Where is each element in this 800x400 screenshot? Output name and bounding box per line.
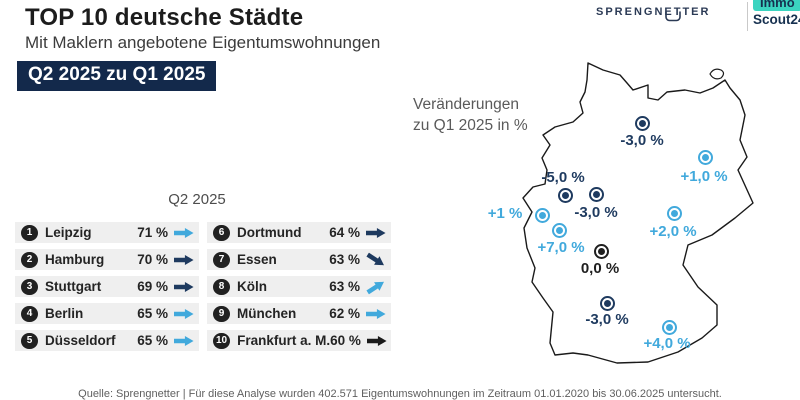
map-marker-dortmund	[589, 187, 604, 202]
map-marker-koeln	[552, 223, 567, 238]
period-label: Q2 2025	[168, 191, 226, 208]
city-value: 70 %	[137, 252, 168, 267]
city-name: Düsseldorf	[45, 333, 116, 348]
map-legend: Veränderungen zu Q1 2025 in %	[413, 95, 528, 137]
map-value-duesseldorf: +1 %	[487, 205, 523, 222]
city-name: München	[237, 306, 297, 321]
rank-badge: 1	[21, 224, 38, 241]
city-name: Berlin	[45, 306, 84, 321]
map-legend-line1: Veränderungen	[413, 96, 520, 113]
map-value-essen: -5,0 %	[541, 169, 585, 186]
map-value-koeln: +7,0 %	[537, 239, 585, 256]
map-marker-leipzig	[667, 206, 682, 221]
marker-dot	[562, 192, 569, 199]
trend-flat-arrow-icon	[174, 308, 194, 320]
page-subtitle: Mit Maklern angebotene Eigentumswohnunge…	[25, 33, 381, 52]
table-row: 8 Köln 63 %	[207, 276, 391, 297]
city-name: Hamburg	[45, 252, 105, 267]
marker-dot	[702, 154, 709, 161]
source-note: Quelle: Sprengnetter | Für diese Analyse…	[78, 388, 722, 400]
map-marker-essen	[558, 188, 573, 203]
table-row: 7 Essen 63 %	[207, 249, 391, 270]
trend-flat-arrow-icon	[366, 227, 386, 239]
rank-badge: 6	[213, 224, 230, 241]
rank-badge: 9	[213, 305, 230, 322]
trend-down-arrow-icon	[364, 249, 387, 270]
marker-dot	[593, 191, 600, 198]
trend-flat-arrow-icon	[174, 281, 194, 293]
rank-badge: 7	[213, 251, 230, 268]
map-marker-muenchen	[662, 320, 677, 335]
map-value-berlin: +1,0 %	[680, 168, 728, 185]
table-row: 6 Dortmund 64 %	[207, 222, 391, 243]
map-value-frankfurt: 0,0 %	[580, 260, 620, 277]
city-value: 63 %	[329, 279, 360, 294]
city-value: 65 %	[137, 306, 168, 321]
trend-flat-arrow-icon	[174, 227, 194, 239]
city-name: Dortmund	[237, 225, 302, 240]
rank-badge: 8	[213, 278, 230, 295]
city-name: Köln	[237, 279, 267, 294]
map-value-leipzig: +2,0 %	[649, 223, 697, 240]
table-row: 10 Frankfurt a. M. 60 %	[207, 330, 391, 351]
rank-badge: 4	[21, 305, 38, 322]
table-row: 1 Leipzig 71 %	[15, 222, 199, 243]
comparison-badge: Q2 2025 zu Q1 2025	[17, 61, 217, 91]
map-value-muenchen: +4,0 %	[643, 335, 691, 352]
immoscout24-chip: Immo	[753, 0, 800, 11]
trend-up-arrow-icon	[364, 276, 387, 297]
city-value: 62 %	[329, 306, 360, 321]
rank-badge: 5	[21, 332, 38, 349]
germany-map-outline	[522, 62, 754, 364]
map-marker-duesseldorf	[535, 208, 550, 223]
map-marker-frankfurt	[594, 244, 609, 259]
city-value: 69 %	[137, 279, 168, 294]
city-value: 65 %	[137, 333, 168, 348]
island-ruegen-outline	[709, 68, 725, 80]
map-value-stuttgart: -3,0 %	[585, 311, 629, 328]
city-name: Stuttgart	[45, 279, 102, 294]
marker-dot	[598, 248, 605, 255]
immoscout24-wordmark: Scout24	[753, 12, 800, 27]
trend-flat-arrow-icon	[174, 335, 194, 347]
sprengnetter-bracket-icon	[665, 11, 681, 22]
marker-dot	[539, 212, 546, 219]
table-row: 3 Stuttgart 69 %	[15, 276, 199, 297]
immoscout24-logo: Immo Scout24	[753, 0, 800, 27]
marker-dot	[604, 300, 611, 307]
table-row: 5 Düsseldorf 65 %	[15, 330, 199, 351]
table-row: 9 München 62 %	[207, 303, 391, 324]
map-marker-hamburg	[635, 116, 650, 131]
logo-divider	[747, 2, 748, 31]
marker-dot	[666, 324, 673, 331]
map-value-hamburg: -3,0 %	[620, 132, 664, 149]
rank-badge: 10	[213, 332, 231, 349]
table-row: 2 Hamburg 70 %	[15, 249, 199, 270]
city-name: Essen	[237, 252, 277, 267]
marker-dot	[639, 120, 646, 127]
ranking-column-left: 1 Leipzig 71 % 2 Hamburg 70 % 3 Stuttgar…	[15, 222, 199, 357]
city-value: 64 %	[329, 225, 360, 240]
city-value: 63 %	[329, 252, 360, 267]
city-name: Frankfurt a. M.	[237, 333, 331, 348]
map-marker-stuttgart	[600, 296, 615, 311]
marker-dot	[671, 210, 678, 217]
rank-badge: 2	[21, 251, 38, 268]
ranking-column-right: 6 Dortmund 64 % 7 Essen 63 % 8 Köln 63 %…	[207, 222, 391, 357]
city-value: 60 %	[330, 333, 361, 348]
trend-flat-arrow-icon	[366, 308, 386, 320]
city-value: 71 %	[137, 225, 168, 240]
map-legend-line2: zu Q1 2025 in %	[413, 116, 528, 134]
map-marker-berlin	[698, 150, 713, 165]
map-value-dortmund: -3,0 %	[574, 204, 618, 221]
marker-dot	[556, 227, 563, 234]
trend-flat-arrow-icon	[366, 335, 387, 347]
sprengnetter-logo: SPRENGNETTER	[596, 6, 711, 18]
table-row: 4 Berlin 65 %	[15, 303, 199, 324]
rank-badge: 3	[21, 278, 38, 295]
page-title: TOP 10 deutsche Städte	[25, 4, 304, 31]
trend-flat-arrow-icon	[174, 254, 194, 266]
city-name: Leipzig	[45, 225, 92, 240]
